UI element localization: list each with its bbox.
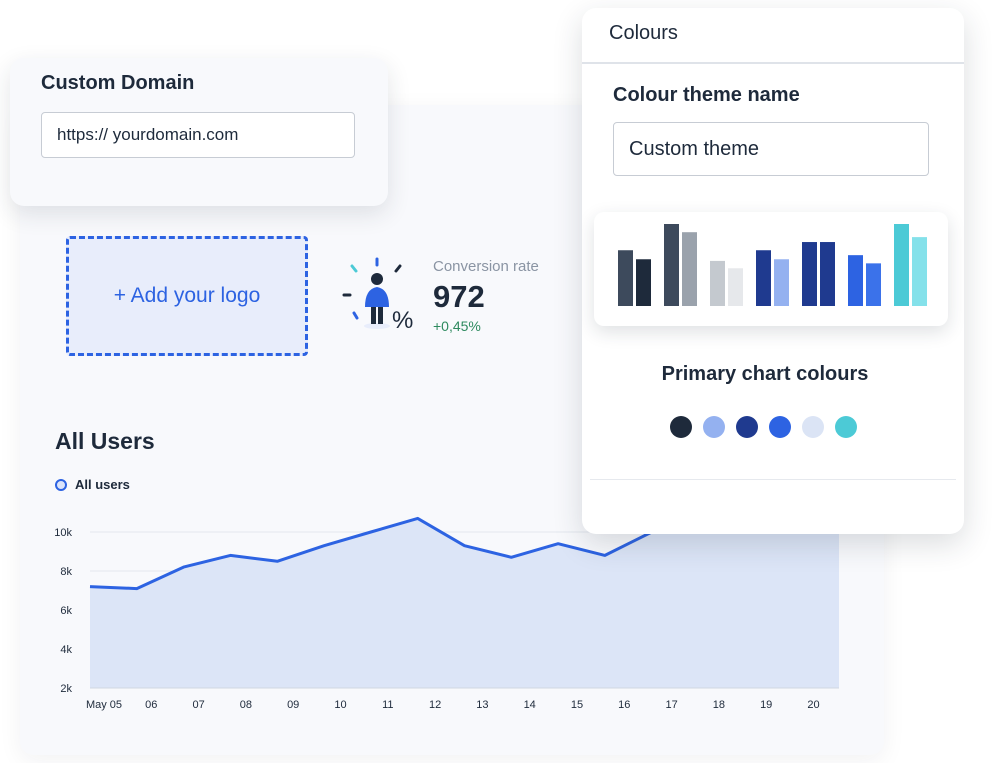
conversion-rate-label: Conversion rate	[433, 258, 539, 275]
x-tick-label: 10	[334, 699, 346, 711]
colour-swatch[interactable]	[835, 416, 857, 438]
x-tick-label: 16	[618, 699, 630, 711]
y-tick-label: 6k	[60, 605, 72, 617]
y-tick-label: 2k	[60, 683, 72, 695]
x-tick-label: 15	[571, 699, 583, 711]
legend-dot-icon	[55, 478, 67, 491]
x-tick-label: 07	[192, 699, 204, 711]
theme-name-input[interactable]	[613, 122, 929, 176]
preview-bar	[682, 232, 697, 306]
colours-bottom-divider	[590, 479, 956, 480]
conversion-rate-value: 972	[433, 279, 485, 314]
x-tick-label: May 05	[86, 699, 122, 711]
y-tick-label: 8k	[60, 566, 72, 578]
x-tick-label: 13	[476, 699, 488, 711]
person-percent-icon: %	[342, 257, 413, 334]
x-tick-label: 12	[429, 699, 441, 711]
all-users-title: All Users	[55, 428, 155, 454]
preview-bar	[866, 263, 881, 306]
colour-swatch[interactable]	[769, 416, 791, 438]
preview-bar	[636, 259, 651, 306]
preview-bar	[894, 224, 909, 306]
colour-swatch[interactable]	[670, 416, 692, 438]
colour-preview-bars	[618, 224, 927, 306]
x-tick-label: 18	[713, 699, 725, 711]
x-tick-label: 11	[382, 699, 393, 711]
x-tick-label: 17	[665, 699, 677, 711]
preview-bar	[728, 268, 743, 306]
all-users-chart: 2k 4k 6k 8k 10k May 05 06 07 08 09 10 11 12 13 14 15 16 1…	[54, 508, 840, 711]
users-area-fill	[90, 510, 839, 688]
y-tick-label: 10k	[54, 527, 72, 539]
x-tick-label: 06	[145, 699, 157, 711]
primary-colours-label: Primary chart colours	[661, 363, 869, 385]
colour-preview-card	[594, 212, 948, 326]
conversion-rate-change: +0,45%	[433, 318, 481, 334]
preview-bar	[912, 237, 927, 306]
preview-bar	[820, 242, 835, 306]
percent-symbol: %	[392, 307, 413, 334]
colour-swatch[interactable]	[802, 416, 824, 438]
preview-bar	[618, 250, 633, 306]
preview-bar	[664, 224, 679, 306]
preview-bar	[802, 242, 817, 306]
y-tick-label: 4k	[60, 644, 72, 656]
preview-bar	[756, 250, 771, 306]
colour-swatch[interactable]	[736, 416, 758, 438]
colours-divider	[582, 62, 964, 64]
custom-domain-title: Custom Domain	[41, 72, 195, 94]
colour-swatch[interactable]	[703, 416, 725, 438]
add-logo-dropzone[interactable]: + Add your logo	[66, 236, 308, 356]
x-tick-label: 08	[240, 699, 252, 711]
legend-label: All users	[75, 477, 130, 492]
x-tick-label: 19	[760, 699, 772, 711]
preview-bar	[774, 259, 789, 306]
custom-domain-card: Custom Domain	[10, 58, 388, 206]
x-tick-label: 20	[807, 699, 819, 711]
preview-bar	[710, 260, 725, 306]
colour-swatches	[670, 416, 868, 438]
x-tick-label: 14	[524, 699, 536, 711]
preview-bar	[848, 255, 863, 306]
theme-name-label: Colour theme name	[613, 84, 800, 106]
colours-panel: Colours Colour theme name Primary chart …	[582, 8, 964, 534]
colours-tab[interactable]: Colours	[609, 22, 678, 44]
add-logo-label: + Add your logo	[113, 284, 261, 307]
chart-legend[interactable]: All users	[55, 477, 130, 492]
domain-url-input[interactable]	[41, 112, 355, 158]
x-tick-label: 09	[287, 699, 299, 711]
